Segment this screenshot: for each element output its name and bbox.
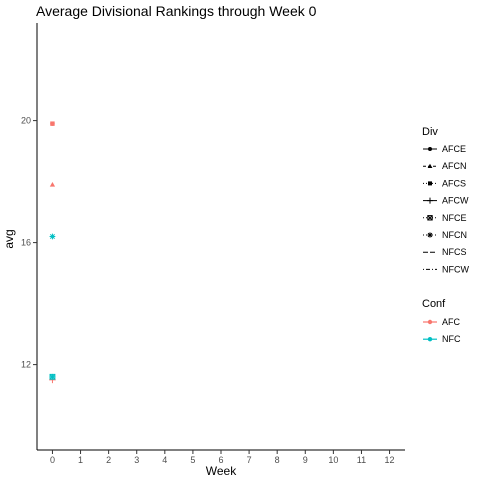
- legend-div-item: AFCS: [423, 178, 466, 188]
- triangle-marker: [49, 182, 56, 187]
- legend-div-item: NFCE: [423, 213, 467, 223]
- data-point: [49, 373, 56, 380]
- square-marker: [428, 181, 432, 186]
- asterisk-d2: [427, 232, 433, 238]
- x-tick-label: 2: [106, 455, 111, 465]
- legend-conf-title: Conf: [422, 298, 446, 310]
- legend-div-label: NFCS: [442, 247, 467, 257]
- chart-title: Average Divisional Rankings through Week…: [36, 3, 317, 19]
- legend-div-label: AFCW: [442, 196, 469, 206]
- x-tick-label: 9: [303, 455, 308, 465]
- legend-div-item: AFCN: [423, 161, 467, 171]
- legend-div-item: NFCW: [423, 264, 469, 274]
- y-tick-label: 16: [21, 238, 31, 248]
- x-tick-label: 6: [218, 455, 223, 465]
- x-tick-label: 8: [275, 455, 280, 465]
- x-axis: 0 1 2 3 4 5 6 7 8 9 10 11 12: [50, 450, 395, 465]
- legend-div-label: AFCS: [442, 178, 466, 188]
- data-point: [50, 121, 55, 126]
- legend-div-item: NFCS: [423, 247, 467, 257]
- legend-div-label: AFCN: [442, 161, 467, 171]
- plot-panel: [36, 23, 405, 451]
- legend-div-item: AFCW: [423, 196, 469, 206]
- legend-conf-item: NFC: [423, 334, 461, 344]
- legend-shape-key: [427, 163, 433, 168]
- legend-conf-label: AFC: [442, 317, 461, 327]
- legend-shape-key: [428, 181, 432, 186]
- square-x-box: [427, 215, 433, 221]
- x-axis-title: Week: [206, 464, 237, 478]
- circle-marker: [428, 147, 432, 151]
- y-tick-label: 12: [21, 360, 31, 370]
- legend-conf-item: AFC: [423, 317, 461, 327]
- x-tick-label: 4: [162, 455, 167, 465]
- x-tick-label: 0: [50, 455, 55, 465]
- legend-color-dot: [427, 319, 433, 325]
- legend-div-label: NFCE: [442, 213, 467, 223]
- x-tick-label: 1: [78, 455, 83, 465]
- legend-shape-key: [427, 232, 433, 238]
- legend-conf-label: NFC: [442, 334, 461, 344]
- x-tick-label: 5: [190, 455, 195, 465]
- legend-shape-key: [427, 215, 433, 221]
- asterisk-d2: [49, 374, 55, 380]
- triangle-marker: [427, 163, 433, 168]
- legend-conf: Conf AFC NFC: [422, 298, 461, 344]
- asterisk-d2: [49, 234, 55, 239]
- x-tick-label: 11: [357, 455, 366, 465]
- data-points: [49, 121, 56, 384]
- x-tick-label: 7: [247, 455, 252, 465]
- square-marker: [50, 121, 55, 126]
- legend-div-title: Div: [422, 126, 438, 138]
- legend-color-dot: [427, 337, 433, 342]
- data-point: [49, 182, 56, 187]
- legend-div-label: AFCE: [442, 144, 466, 154]
- legend-div-label: NFCW: [442, 264, 469, 274]
- data-point: [49, 233, 56, 240]
- legend-div-item: AFCE: [423, 144, 466, 154]
- y-tick-label: 20: [21, 116, 31, 126]
- legend-div-item: NFCN: [423, 230, 467, 240]
- y-axis: 12 16 20: [21, 116, 37, 370]
- square-x-diag2: [427, 215, 433, 221]
- x-tick-label: 3: [134, 455, 139, 465]
- legend-div: Div AFCE AFCN AFCS AFCW NFCE NFCN NFCS NFCW: [422, 126, 469, 274]
- y-axis-title: avg: [2, 229, 16, 248]
- legend-shape-key: [427, 197, 433, 204]
- legend-shape-key: [428, 147, 432, 151]
- x-tick-label: 12: [385, 455, 395, 465]
- x-tick-label: 10: [328, 455, 338, 465]
- legend-div-label: NFCN: [442, 230, 467, 240]
